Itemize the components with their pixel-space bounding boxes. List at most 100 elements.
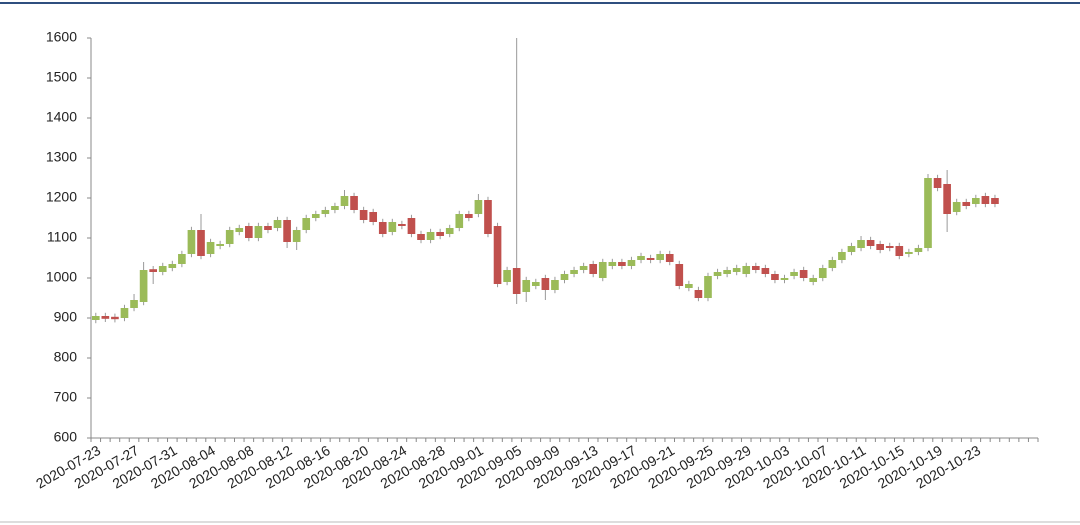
candle-body xyxy=(445,228,454,234)
candle-body xyxy=(283,220,291,242)
y-tick-label: 900 xyxy=(54,309,78,325)
candle-body xyxy=(225,230,234,244)
candle-body xyxy=(876,244,884,250)
candle-body xyxy=(178,254,186,264)
candle-body xyxy=(187,230,196,254)
candle-body xyxy=(780,278,789,280)
candle-body xyxy=(417,234,425,240)
y-tick-label: 1400 xyxy=(46,109,77,125)
candle-body xyxy=(245,226,253,238)
candle-body xyxy=(111,316,119,320)
candle-body xyxy=(885,246,894,248)
candle-body xyxy=(426,232,435,240)
candle-body xyxy=(321,210,330,214)
candle-body xyxy=(943,184,951,214)
candle-body xyxy=(292,230,301,242)
candle-body xyxy=(91,316,100,320)
candle-body xyxy=(598,262,607,278)
candle-body xyxy=(799,270,808,278)
y-tick-label: 1000 xyxy=(46,269,77,285)
y-tick-label: 1200 xyxy=(46,189,77,205)
candle-body xyxy=(905,252,913,254)
candle-body xyxy=(484,200,492,234)
candle-body xyxy=(206,242,215,254)
candle-body xyxy=(168,264,177,268)
candle-body xyxy=(474,200,483,214)
candle-body xyxy=(675,264,684,286)
candle-body xyxy=(924,178,932,248)
candle-body xyxy=(991,198,999,204)
candle-body xyxy=(560,274,569,280)
candle-body xyxy=(340,196,349,206)
candle-body xyxy=(512,268,521,294)
candle-body xyxy=(962,202,971,206)
candle-body xyxy=(101,316,110,319)
y-tick-label: 1100 xyxy=(47,229,77,245)
candle-body xyxy=(350,196,358,210)
candle-body xyxy=(493,226,502,284)
candle-body xyxy=(895,246,904,256)
candle-body xyxy=(656,254,664,260)
candle-body xyxy=(694,290,703,298)
candle-body xyxy=(618,262,626,266)
candle-body xyxy=(933,178,942,188)
candle-body xyxy=(809,278,818,282)
candle-body xyxy=(589,264,598,274)
candle-body xyxy=(369,212,378,222)
candle-body xyxy=(407,218,416,234)
candle-body xyxy=(436,232,444,236)
candle-body xyxy=(627,260,636,266)
candle-body xyxy=(742,266,751,274)
candle-body xyxy=(723,270,731,274)
candle-body xyxy=(704,276,712,298)
candle-body xyxy=(388,222,397,232)
y-tick-label: 800 xyxy=(54,349,78,365)
candle-body xyxy=(273,220,282,228)
candle-body xyxy=(828,260,837,268)
candle-body xyxy=(503,270,511,282)
candle-body xyxy=(149,269,158,272)
candle-body xyxy=(197,230,205,256)
y-tick-label: 1300 xyxy=(46,149,77,165)
candle-body xyxy=(847,246,856,252)
candle-body xyxy=(359,210,368,220)
candle-body xyxy=(455,214,464,228)
candle-body xyxy=(570,270,578,274)
candle-body xyxy=(522,280,531,292)
candle-body xyxy=(331,206,339,210)
candle-body xyxy=(465,214,473,218)
candle-body xyxy=(311,214,320,218)
candle-body xyxy=(665,254,674,262)
candle-body xyxy=(952,202,961,212)
candle-body xyxy=(914,248,923,252)
candle-body xyxy=(637,256,645,260)
candle-body xyxy=(551,280,559,290)
candle-body xyxy=(818,268,827,278)
candle-body xyxy=(751,266,760,270)
candle-body xyxy=(398,224,406,226)
candle-body xyxy=(216,244,224,246)
candle-body xyxy=(579,266,588,270)
candle-body xyxy=(646,258,655,260)
y-tick-label: 700 xyxy=(54,389,78,405)
candle-body xyxy=(264,226,272,230)
candle-body xyxy=(302,218,311,230)
candle-body xyxy=(685,284,693,288)
candle-body xyxy=(130,300,138,308)
candle-body xyxy=(838,252,846,260)
candle-body xyxy=(608,262,617,266)
candle-body xyxy=(235,228,244,232)
candle-body xyxy=(857,240,865,248)
candle-body xyxy=(971,198,980,204)
candle-body xyxy=(531,282,540,286)
candle-body xyxy=(120,308,129,318)
candle-body xyxy=(732,268,741,272)
candle-body xyxy=(981,196,990,204)
candle-body xyxy=(771,274,779,280)
y-tick-label: 600 xyxy=(54,429,78,445)
candle-body xyxy=(158,266,167,272)
candle-body xyxy=(541,278,550,290)
candle-body xyxy=(790,272,798,276)
y-tick-label: 1500 xyxy=(46,69,77,85)
